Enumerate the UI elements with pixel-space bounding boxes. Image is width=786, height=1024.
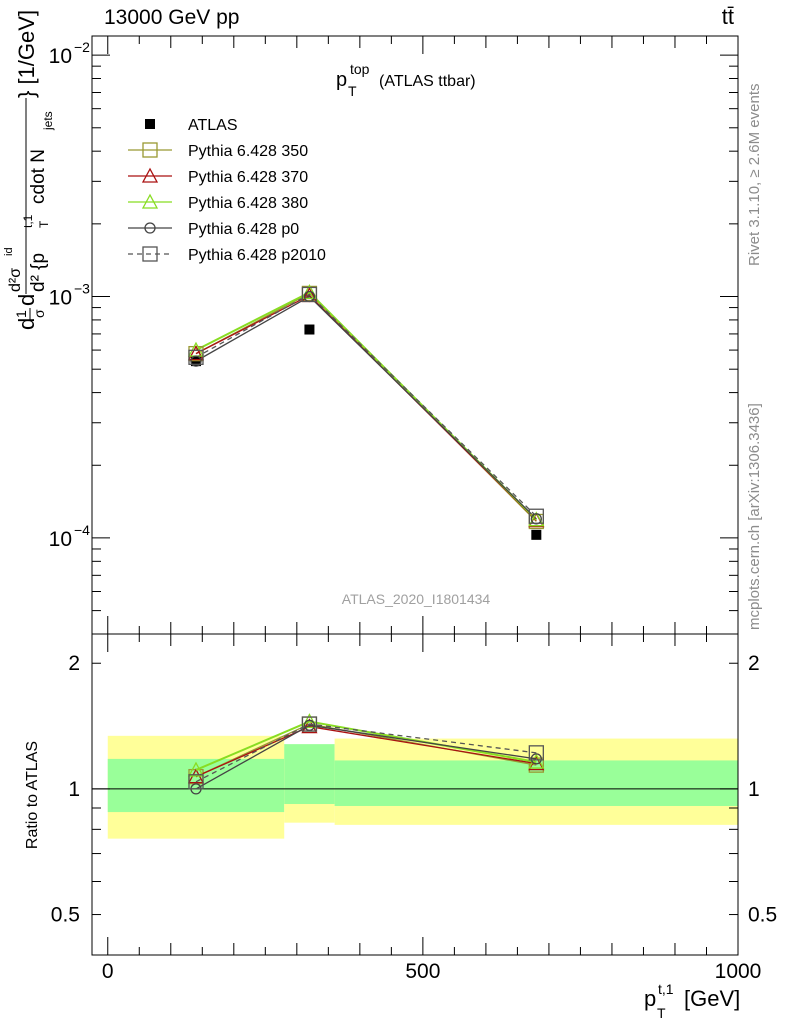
ratio-point-p2010 [301, 716, 318, 732]
final-state-label: tt̄ [721, 4, 734, 29]
ratio-panel [92, 735, 738, 839]
series-point-p2010 [188, 349, 204, 365]
xtick-label: 500 [405, 960, 440, 983]
legend-label-data: ATLAS [188, 117, 238, 134]
series-point-p370 [187, 345, 205, 361]
main-ylabel-part: d² {p [28, 253, 49, 292]
xlabel-sub: T [657, 1005, 666, 1021]
main-ytick-label: 10 [49, 45, 72, 68]
ratio-point-p0 [530, 753, 542, 765]
chart-marks [187, 284, 545, 795]
ratio-ytick-label: 2 [68, 652, 80, 675]
legend-marker-p370 [141, 167, 159, 183]
analysis-watermark: ATLAS_2020_I1801434 [342, 591, 491, 607]
plot-title: p [336, 69, 347, 91]
legend-marker-p350 [142, 142, 158, 158]
ratio-ytick-label: 0.5 [51, 904, 80, 927]
ratio-frame [91, 633, 739, 956]
legend-marker-p0 [144, 222, 156, 234]
main-ylabel-part: d²σ [7, 268, 24, 292]
uncertainty-band-inner [284, 744, 335, 805]
uncertainty-band-inner [107, 758, 285, 813]
ratio-point-p350 [528, 757, 544, 773]
main-ytick-exponent: −4 [74, 522, 90, 538]
main-ylabel-part: id [3, 247, 15, 256]
plot-title-suffix: (ATLAS ttbar) [379, 73, 476, 90]
xlabel-sup: t,1 [658, 981, 674, 997]
legend-marker-data [145, 119, 155, 129]
main-ylabel-part: d [14, 294, 39, 306]
series-point-data [304, 324, 315, 335]
main-ytick-exponent: −3 [74, 281, 90, 297]
series-point-p2010 [301, 286, 318, 303]
main-ylabel-part: t,1 [21, 214, 35, 228]
legend-label-p370: Pythia 6.428 370 [188, 169, 308, 186]
main-ylabel-part: } [1/GeV] [14, 10, 39, 98]
ratio-ytick-label: 1 [68, 778, 80, 801]
ratio-ytick-label-right: 0.5 [748, 904, 777, 927]
plot-title-sub: T [348, 83, 357, 99]
main-ylabel-part: d [14, 318, 39, 330]
uncertainty-band-inner [334, 760, 738, 806]
ratio-line-p2010 [195, 723, 537, 783]
main-ylabel-part: cdot N [28, 149, 49, 204]
chart-axes [91, 35, 739, 956]
legend-label-p0: Pythia 6.428 p0 [188, 221, 299, 238]
main-ytick-label: 10 [49, 287, 72, 310]
legend-label-p380: Pythia 6.428 380 [188, 195, 308, 212]
legend-label-p2010: Pythia 6.428 p2010 [188, 247, 326, 264]
process-label: 13000 GeV pp [104, 6, 240, 29]
series-point-p380 [301, 284, 318, 300]
series-point-p380 [528, 511, 545, 527]
ratio-line-p380 [195, 720, 537, 771]
ratio-point-p2010 [188, 774, 204, 790]
xtick-label: 0 [102, 960, 114, 983]
ratio-line-p370 [195, 725, 537, 778]
ratio-ytick-label-right: 1 [748, 778, 760, 801]
legend-label-p350: Pythia 6.428 350 [188, 143, 308, 160]
ratio-line-p0 [195, 724, 537, 790]
chart-labels: 10−210−310 −40.5 0.51 12 20 500 1000ATLASPythi… [3, 10, 777, 1021]
series-line-p0 [195, 295, 537, 520]
main-ylabel-part: jets [41, 111, 55, 131]
plot-title-sup: top [350, 61, 370, 77]
series-point-p2010 [528, 508, 544, 524]
ratio-point-p2010 [528, 745, 544, 761]
main-ylabel-part: σ [31, 309, 47, 318]
xlabel-unit: [GeV] [684, 986, 740, 1011]
ratio-ytick-label-right: 2 [748, 652, 760, 675]
series-line-p2010 [195, 293, 537, 517]
series-point-p0 [190, 355, 202, 367]
xtick-label: 1000 [715, 960, 762, 983]
xlabel: p [644, 986, 656, 1011]
main-ylabel-part: 1 [13, 310, 29, 318]
main-ytick-exponent: −2 [74, 39, 90, 55]
ratio-ylabel: Ratio to ATLAS [24, 741, 41, 849]
legend-marker-p2010 [142, 246, 158, 262]
main-ytick-label: 10 [49, 528, 72, 551]
legend-marker-p380 [141, 193, 159, 209]
main-ylabel-part: T [37, 220, 51, 228]
series-point-data [531, 529, 542, 540]
ratio-point-p380 [187, 761, 205, 777]
ratio-point-p0 [303, 719, 316, 731]
